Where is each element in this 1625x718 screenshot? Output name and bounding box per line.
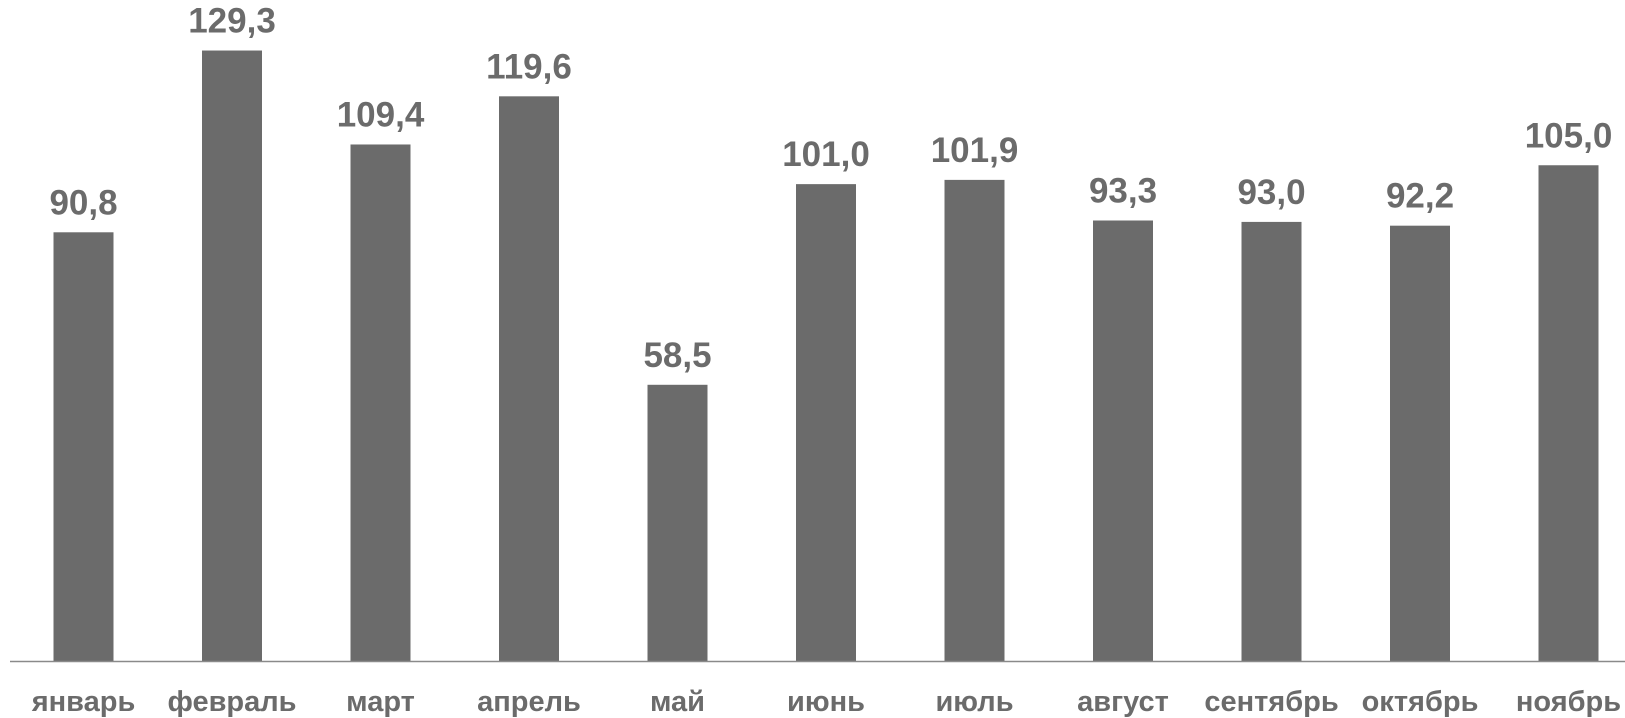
tick-labels-group: январь февраль март апрель май июнь июль август… <box>31 686 1621 718</box>
bar-10 <box>1538 165 1599 661</box>
tick-label-4: май <box>650 686 705 718</box>
value-label-1: 129,3 <box>188 2 276 41</box>
value-label-7: 93,3 <box>1089 171 1157 210</box>
tick-label-2: март <box>346 686 415 718</box>
bar-0 <box>53 232 114 661</box>
tick-label-9: октябрь <box>1362 686 1479 718</box>
value-label-3: 119,6 <box>486 47 572 86</box>
value-label-0: 90,8 <box>49 183 117 222</box>
tick-label-0: январь <box>31 686 136 718</box>
tick-label-10: ноябрь <box>1516 686 1621 718</box>
tick-label-1: февраль <box>167 686 296 718</box>
bar-8 <box>1241 221 1302 661</box>
bars-group <box>53 50 1599 662</box>
bar-3 <box>499 96 559 662</box>
value-label-10: 105,0 <box>1525 116 1613 155</box>
tick-label-6: июль <box>935 686 1013 718</box>
value-labels-group: 90,8 129,3 109,4 119,6 58,5 101,0 101,9 93,3 93,… <box>49 2 1612 375</box>
value-label-9: 92,2 <box>1386 177 1454 216</box>
bar-2 <box>350 144 411 661</box>
value-label-2: 109,4 <box>337 95 425 134</box>
tick-label-7: август <box>1077 686 1169 718</box>
bar-9 <box>1390 225 1450 662</box>
bar-4 <box>647 384 708 661</box>
bar-7 <box>1093 220 1153 661</box>
value-label-6: 101,9 <box>931 131 1019 170</box>
bar-1 <box>202 50 262 661</box>
value-label-8: 93,0 <box>1237 173 1305 212</box>
tick-label-8: сентябрь <box>1204 686 1338 718</box>
value-label-4: 58,5 <box>643 336 711 375</box>
bar-6 <box>944 179 1005 662</box>
bar-5 <box>796 184 856 661</box>
value-label-5: 101,0 <box>782 135 870 174</box>
tick-label-5: июнь <box>787 686 865 718</box>
tick-label-3: апрель <box>477 686 581 718</box>
